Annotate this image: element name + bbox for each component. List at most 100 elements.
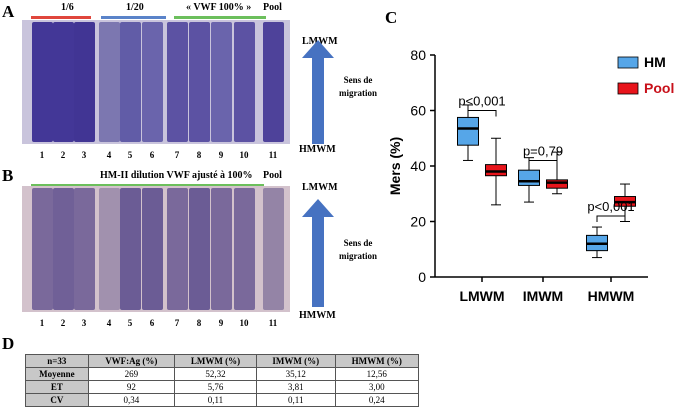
box-pool [546, 179, 568, 189]
group-bar-1-6 [31, 16, 91, 19]
table-cell: 5,76 [173, 380, 258, 394]
table-cell: 52,32 [173, 367, 258, 381]
table-cell: 0,34 [87, 393, 175, 407]
group-label-1-20: 1/20 [126, 2, 144, 13]
y-tick-label: 40 [410, 158, 426, 174]
group-label-pool: Pool [263, 2, 282, 13]
lane-number: 10 [239, 318, 249, 328]
lane-number: 11 [268, 150, 278, 160]
gel-image-a [22, 20, 290, 144]
table-cell: 35,12 [256, 367, 336, 381]
gel-lane [53, 188, 74, 310]
arrow-label-a: Sens de migration [339, 75, 377, 98]
pvalue-bracket [528, 159, 558, 167]
table-header-cell: HMWM (%) [334, 354, 420, 368]
lane-number: 6 [149, 318, 155, 328]
table-header-cell: VWF:Ag (%) [87, 354, 175, 368]
table-header-cell: n=33 [25, 354, 89, 368]
table-row: ET 92 5,76 3,81 3,00 [25, 380, 420, 394]
gel-lane [263, 188, 284, 310]
panel-d-letter: D [2, 334, 15, 353]
gel-lane [211, 22, 232, 142]
group-label-vwf100: « VWF 100% » [186, 2, 252, 13]
migration-arrow-a [302, 40, 334, 144]
gel-lane [263, 22, 284, 142]
box-pool [485, 164, 507, 177]
table-cell: 12,56 [334, 367, 420, 381]
table-header-cell: IMWM (%) [256, 354, 336, 368]
table-cell: 0,11 [173, 393, 258, 407]
gel-image-b [22, 186, 290, 312]
lane-number: 2 [60, 150, 66, 160]
group-bar-b [31, 184, 264, 187]
y-axis-label: Mers (%) [387, 137, 403, 195]
panel-b-header: HM-II dilution VWF ajusté à 100% [100, 170, 253, 181]
legend-swatch-pool [617, 82, 639, 95]
lane-number: 10 [239, 150, 249, 160]
bottom-label-a: HMWM [299, 144, 336, 155]
panel-b-letter: B [2, 166, 14, 185]
table-row-header: Moyenne [25, 367, 89, 381]
legend-label: Pool [644, 80, 674, 96]
gel-lane [99, 22, 120, 142]
lane-number: 3 [81, 318, 87, 328]
table-cell: 3,00 [334, 380, 420, 394]
lane-number: 7 [174, 150, 180, 160]
top-label-a: LMWM [302, 36, 338, 47]
table-row: Moyenne 269 52,32 35,12 12,56 [25, 367, 420, 381]
table-cell: 269 [87, 367, 175, 381]
gel-lane [167, 188, 188, 310]
gel-lane [142, 188, 163, 310]
table-header-cell: LMWM (%) [173, 354, 258, 368]
panel-b-pool: Pool [263, 170, 282, 181]
box-hm [457, 116, 479, 146]
legend-label: HM [644, 54, 666, 70]
lane-number: 2 [60, 318, 66, 328]
gel-lane [32, 22, 53, 142]
gel-lane [32, 188, 53, 310]
table-row-header: CV [25, 393, 89, 407]
gel-lane [74, 22, 95, 142]
gel-lane [99, 188, 120, 310]
bottom-label-b: HMWM [299, 310, 336, 321]
lane-number: 5 [127, 318, 133, 328]
gel-lane [167, 22, 188, 142]
gel-lane [234, 22, 255, 142]
box-hm [518, 169, 540, 186]
group-label-1-6: 1/6 [61, 2, 74, 13]
gel-lane [189, 188, 210, 310]
table-header-row: n=33 VWF:Ag (%) LMWM (%) IMWM (%) HMWM (… [25, 354, 420, 368]
box-plot-chart: 0 20 40 60 80 Mers (%) LMWM IMWM HMWM p<0,001 p=0,… [387, 47, 674, 304]
lane-number: 6 [149, 150, 155, 160]
group-bar-vwf100 [174, 16, 266, 19]
lane-number: 8 [196, 150, 202, 160]
group-bar-1-20 [101, 16, 166, 19]
gel-lane [53, 22, 74, 142]
y-tick-label: 20 [410, 214, 426, 230]
y-tick-label: 80 [410, 47, 426, 63]
y-tick-label: 0 [418, 269, 426, 285]
lane-number: 3 [81, 150, 87, 160]
lane-number: 9 [218, 318, 224, 328]
panel-a-letter: A [2, 2, 15, 21]
x-tick-label: IMWM [523, 288, 563, 304]
gel-lane [211, 188, 232, 310]
x-tick-label: HMWM [588, 288, 635, 304]
lane-number: 7 [174, 318, 180, 328]
lane-number: 9 [218, 150, 224, 160]
pvalue-label: p<0,001 [587, 199, 634, 214]
top-label-b: LMWM [302, 182, 338, 193]
table-row-header: ET [25, 380, 89, 394]
gel-lane [234, 188, 255, 310]
lane-number: 1 [39, 318, 45, 328]
pvalue-label: p<0,001 [458, 94, 505, 109]
lane-number: 4 [106, 150, 112, 160]
pvalue-label: p=0,79 [523, 143, 563, 158]
x-tick-label: LMWM [459, 288, 504, 304]
pvalue-bracket [596, 215, 626, 222]
migration-arrow-b [302, 199, 334, 307]
gel-lane [120, 22, 141, 142]
lane-number: 5 [127, 150, 133, 160]
gel-lane [74, 188, 95, 310]
lane-number: 1 [39, 150, 45, 160]
